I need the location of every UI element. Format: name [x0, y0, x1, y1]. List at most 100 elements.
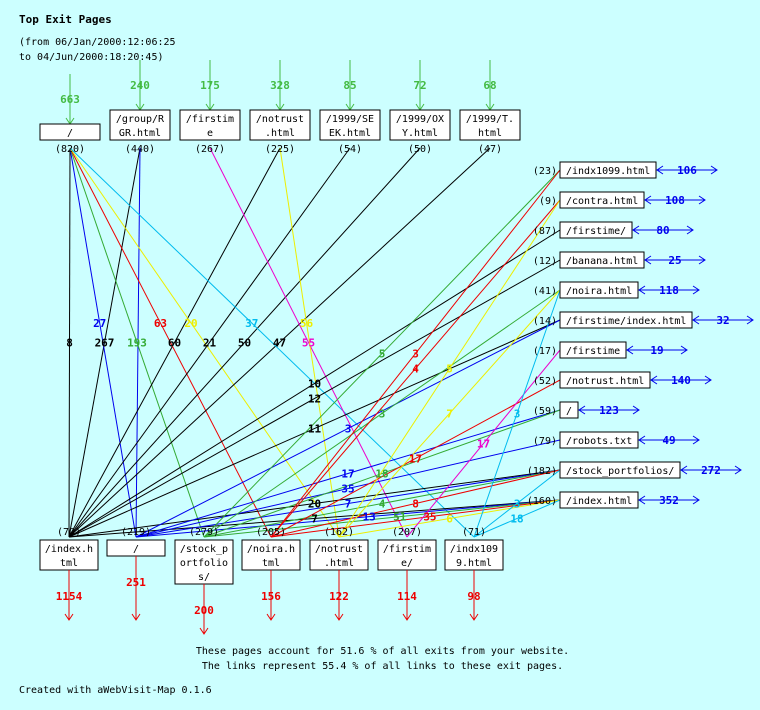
next-page-label: /banana.html: [566, 256, 638, 267]
edge-line: [69, 147, 340, 538]
edge-label: 267: [95, 337, 115, 350]
next-page-box: [559, 281, 639, 299]
arrow-head-icon: [638, 495, 646, 505]
arrow-head-icon: [632, 225, 640, 235]
exit-page-label: ortfolio: [180, 558, 228, 569]
next-page-box: [559, 161, 657, 179]
incoming-count: 175: [200, 79, 220, 92]
edge-line: [135, 499, 561, 538]
edge-label: 47: [273, 337, 286, 350]
page-box: [389, 109, 451, 141]
arrow-head-icon: [64, 613, 74, 621]
next-page-box: [559, 341, 627, 359]
page-label: EK.html: [329, 128, 371, 139]
side-count: 49: [662, 434, 675, 447]
arrow-head-icon: [686, 225, 694, 235]
outgoing-count: 122: [329, 590, 349, 603]
edge-label: 20: [308, 498, 321, 511]
edge-line: [270, 199, 561, 538]
edge-line: [68, 469, 561, 538]
next-page-count: (59): [533, 406, 557, 417]
edge-label: 63: [154, 317, 167, 330]
edge-label: 3: [379, 408, 386, 421]
page-title: Top Exit Pages: [19, 13, 112, 26]
arrow-head-icon: [710, 165, 718, 175]
outgoing-count: 200: [194, 604, 214, 617]
exit-page-label: .html: [324, 558, 354, 569]
next-page-count: (79): [533, 436, 557, 447]
edge-label: 7: [345, 498, 352, 511]
next-page-count: (87): [533, 226, 557, 237]
edge-line: [68, 147, 491, 538]
edge-label: 20: [184, 317, 197, 330]
edge-label: 17: [341, 468, 354, 481]
summary: These pages account for 51.6 % of all ex…: [0, 644, 760, 674]
arrow-head-icon: [131, 613, 141, 621]
edge-label: 11: [308, 423, 322, 436]
next-page-count: (14): [533, 316, 557, 327]
edge-line: [69, 147, 205, 538]
edge-line: [473, 469, 561, 538]
edge-label: 56: [300, 317, 314, 330]
incoming-count: 328: [270, 79, 290, 92]
exit-page-label: /index.h: [45, 544, 93, 555]
credit: Created with aWebVisit-Map 0.1.6: [19, 685, 212, 696]
edge-line: [68, 229, 561, 538]
edge-line: [68, 147, 71, 538]
next-page-label: /contra.html: [566, 196, 638, 207]
edge-line: [135, 319, 561, 538]
edge-line: [68, 319, 561, 538]
arrow-head-icon: [692, 435, 700, 445]
next-page-box: [559, 191, 645, 209]
edge-line: [338, 199, 561, 538]
edge-line: [203, 289, 561, 538]
side-count: 80: [656, 224, 669, 237]
edge-line: [135, 147, 141, 538]
next-page-box: [559, 311, 693, 329]
exit-page-label: /firstim: [383, 544, 431, 555]
page-box: [459, 109, 521, 141]
edge-label: 55: [302, 337, 315, 350]
next-page-label: /firstime/: [566, 226, 626, 237]
exit-page-count: (162): [324, 527, 354, 538]
next-page-label: /noira.html: [566, 286, 632, 297]
edge-label: 12: [308, 393, 321, 406]
edge-label: 21: [203, 337, 217, 350]
side-count: 140: [671, 374, 691, 387]
outgoing-count: 98: [467, 590, 480, 603]
edge-line: [203, 469, 561, 538]
side-count: 32: [716, 314, 729, 327]
exit-page-label: /stock_p: [180, 544, 228, 555]
incoming-count: 85: [343, 79, 356, 92]
exit-page-label: /notrust: [315, 544, 363, 555]
edge-label: 3: [514, 408, 521, 421]
edge-label: 5: [379, 348, 386, 361]
arrow-head-icon: [469, 613, 479, 621]
edge-line: [473, 289, 561, 538]
page-count: (820): [55, 144, 85, 155]
arrow-head-icon: [650, 375, 658, 385]
edge-line: [68, 499, 561, 538]
exit-page-count: (219): [121, 527, 151, 538]
edge-label: 7: [311, 513, 318, 526]
edge-line: [203, 169, 561, 538]
incoming-count: 72: [413, 79, 426, 92]
edge-line: [68, 147, 421, 538]
next-page-label: /notrust.html: [566, 376, 644, 387]
next-page-box: [559, 401, 579, 419]
page-box: [249, 109, 311, 141]
edge-line: [135, 469, 561, 538]
edge-line: [135, 409, 561, 538]
exit-page-label: tml: [262, 558, 280, 569]
edge-label: 27: [93, 317, 106, 330]
exit-page-label: e/: [401, 558, 413, 569]
edge-line: [68, 259, 561, 538]
outgoing-count: 251: [126, 576, 146, 589]
outgoing-count: 1154: [56, 590, 83, 603]
edge-label: 35: [423, 511, 436, 524]
page-box: [109, 109, 171, 141]
arrow-head-icon: [632, 405, 640, 415]
nodes: 663/(820)240/group/RGR.html(440)175/firs…: [39, 60, 754, 635]
edge-line: [69, 147, 137, 538]
exit-page-label: s/: [198, 572, 210, 583]
